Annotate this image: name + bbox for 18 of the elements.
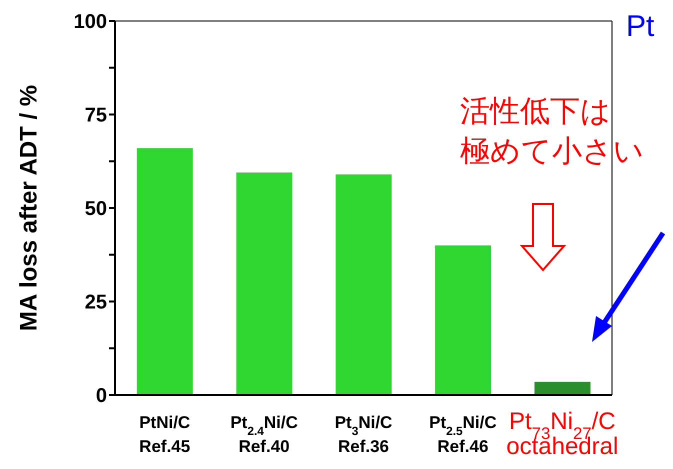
x-tick-label: Pt$_{73}$Ni$_{27}$/C octahedral — [506, 408, 618, 460]
bar — [534, 382, 590, 395]
bar — [136, 148, 193, 395]
y-tick-label: 75 — [84, 104, 107, 127]
bar — [435, 245, 492, 395]
text: Pt — [626, 10, 654, 44]
y-tick-label: 0 — [96, 385, 107, 408]
x-tick-label: PtNi/C Ref.45 — [139, 413, 190, 456]
x-tick-label: Pt$_{3}$Ni/C Ref.36 — [334, 413, 392, 456]
x-tick-label: Pt$_{2.5}$Ni/C Ref.46 — [429, 413, 497, 456]
y-tick-label: 25 — [84, 292, 107, 314]
y-tick-label: 100 — [74, 11, 107, 34]
y-tick-label: 50 — [84, 198, 107, 220]
annotation: 活性低下は極めて小さい — [460, 93, 645, 171]
y-axis-title: MA loss after ADT / % — [16, 84, 43, 332]
x-tick-label: Pt$_{2.4}$Ni/C Ref.40 — [230, 413, 298, 456]
bar — [236, 172, 292, 395]
bar — [336, 174, 392, 395]
